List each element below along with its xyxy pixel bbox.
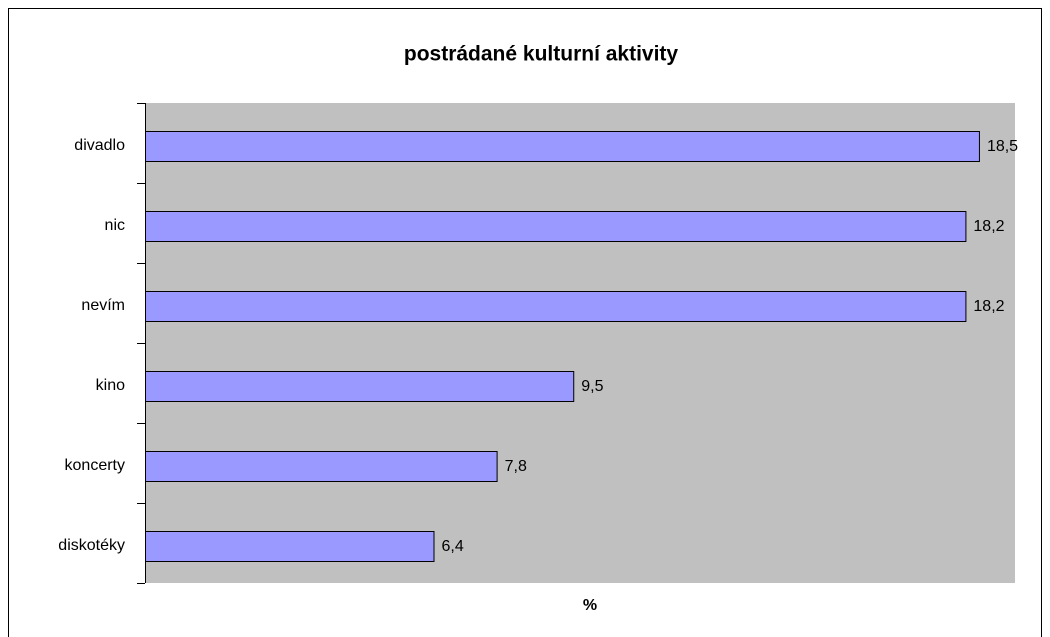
y-tick-label: nevím <box>81 297 125 314</box>
y-tick-label: diskotéky <box>58 537 125 554</box>
value-label: 18,5 <box>987 138 1018 155</box>
bar <box>145 211 967 242</box>
bar <box>145 131 980 162</box>
plot-area <box>145 103 1015 583</box>
value-label: 6,4 <box>441 538 463 555</box>
bar <box>145 451 498 482</box>
bar <box>145 291 967 322</box>
bar <box>145 371 575 402</box>
chart-title: postrádané kulturní aktivity <box>404 43 679 66</box>
value-label: 7,8 <box>505 458 527 475</box>
value-label: 18,2 <box>973 218 1004 235</box>
y-tick-label: kino <box>96 377 125 394</box>
y-tick-label: divadlo <box>74 137 125 154</box>
value-label: 9,5 <box>581 378 603 395</box>
bar <box>145 531 435 562</box>
value-label: 18,2 <box>973 298 1004 315</box>
y-tick-label: koncerty <box>65 457 125 474</box>
y-tick-label: nic <box>105 217 125 234</box>
x-axis-label: % <box>583 597 597 614</box>
